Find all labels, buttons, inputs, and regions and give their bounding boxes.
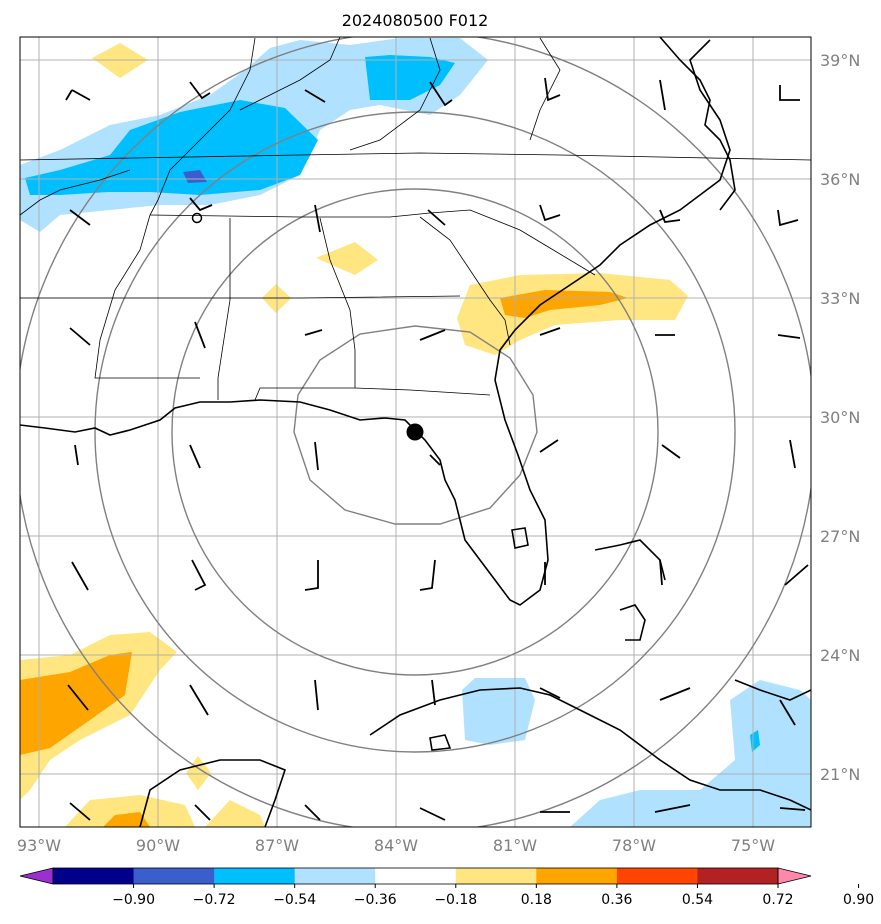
- range-rings: [20, 37, 811, 827]
- colorbar-segment: [375, 868, 457, 884]
- lon-label: 84°W: [374, 836, 418, 855]
- lon-label: 78°W: [612, 836, 656, 855]
- lon-label: 75°W: [731, 836, 775, 855]
- colorbar-extend-high: [777, 867, 812, 885]
- colorbar: −0.90 −0.72 −0.54 −0.36 −0.18 0.18 0.36 0.54 0.7…: [19, 867, 874, 908]
- colorbar-tick-label: −0.54: [273, 892, 316, 908]
- lon-label: 81°W: [493, 836, 537, 855]
- colorbar-tick-label: 0.90: [843, 892, 874, 908]
- map-title: 2024080500 F012: [342, 11, 489, 30]
- lat-label: 24°N: [820, 646, 860, 665]
- colorbar-segment: [294, 868, 376, 884]
- lat-label: 33°N: [820, 289, 860, 308]
- latitude-labels: 39°N 36°N 33°N 30°N 27°N 24°N 21°N: [820, 51, 860, 784]
- storm-center-marker-icon: [406, 423, 424, 441]
- colorbar-segment: [53, 868, 135, 884]
- colorbar-tick-label: 0.72: [762, 892, 793, 908]
- colorbar-frame: [52, 867, 779, 885]
- colorbar-tick-label: −0.36: [354, 892, 397, 908]
- wind-barbs: [65, 77, 809, 821]
- colorbar-tick-label: 0.36: [601, 892, 632, 908]
- lat-label: 21°N: [820, 765, 860, 784]
- colorbar-segment: [616, 868, 698, 884]
- colorbar-segment: [536, 868, 618, 884]
- lat-label: 27°N: [820, 527, 860, 546]
- colorbar-segment: [214, 868, 296, 884]
- lat-label: 30°N: [820, 408, 860, 427]
- map-frame: [19, 36, 812, 828]
- lon-label: 90°W: [136, 836, 180, 855]
- state-boundaries: [20, 37, 811, 401]
- colorbar-tick-label: −0.18: [434, 892, 477, 908]
- colorbar-segment: [133, 868, 215, 884]
- lat-label: 36°N: [820, 170, 860, 189]
- colorbar-segment: [697, 868, 779, 884]
- lon-label: 93°W: [17, 836, 61, 855]
- coastlines: [20, 37, 811, 827]
- colorbar-tick-label: 0.18: [521, 892, 552, 908]
- longitude-labels: 93°W 90°W 87°W 84°W 81°W 78°W 75°W: [17, 836, 775, 855]
- lat-label: 39°N: [820, 51, 860, 70]
- colorbar-tick-label: −0.72: [193, 892, 236, 908]
- city-marker-icon: [191, 212, 203, 224]
- colorbar-tick-label: −0.90: [112, 892, 155, 908]
- graticule: [20, 37, 811, 827]
- lon-label: 87°W: [255, 836, 299, 855]
- colorbar-tick-label: 0.54: [682, 892, 713, 908]
- colorbar-segment: [455, 868, 537, 884]
- map-panel: [20, 37, 811, 827]
- colorbar-extend-low: [19, 867, 54, 885]
